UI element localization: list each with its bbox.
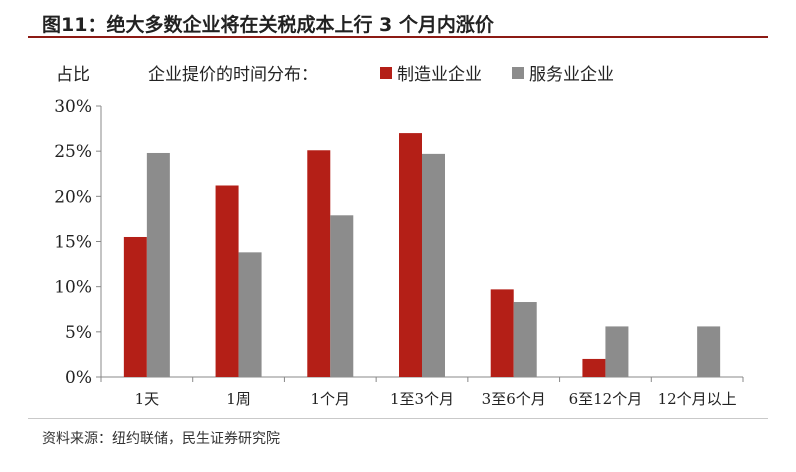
bar-manufacturing <box>582 358 606 377</box>
bar-services <box>697 326 721 377</box>
y-tick-label: 0% <box>65 368 92 388</box>
footer-divider <box>28 418 768 419</box>
bar-services <box>238 252 262 377</box>
legend-label-1: 服务业企业 <box>529 65 614 85</box>
legend-label-0: 制造业企业 <box>397 65 482 85</box>
x-tick-label: 1周 <box>226 390 251 408</box>
y-tick-label: 25% <box>54 142 92 162</box>
bar-manufacturing <box>490 289 514 377</box>
y-tick-label: 15% <box>54 233 92 253</box>
x-tick-label: 1个月 <box>311 390 351 408</box>
bar-manufacturing <box>123 236 147 377</box>
bar-services <box>605 326 629 377</box>
legend-title: 企业提价的时间分布： <box>148 65 318 85</box>
chart-title: 图11：绝大多数企业将在关税成本上行 3 个月内涨价 <box>42 14 494 36</box>
bar-manufacturing <box>307 150 331 377</box>
bars <box>123 133 721 377</box>
bar-services <box>330 215 354 377</box>
y-tick-label: 5% <box>65 323 92 343</box>
x-tick-label: 1至3个月 <box>390 390 454 408</box>
y-axis-label: 占比 <box>56 65 90 85</box>
y-tick-label: 30% <box>54 97 92 117</box>
x-tick-label: 6至12个月 <box>569 390 643 408</box>
legend-swatch-1 <box>512 67 524 79</box>
y-tick-label: 20% <box>54 187 92 207</box>
x-tick-label: 3至6个月 <box>482 390 546 408</box>
bar-manufacturing <box>399 133 422 377</box>
axes: 0% 5% 10% 15% 20% 25% 30% 1天 1周 1个月 1至3个月 3至6个月 6至12… <box>54 97 744 408</box>
bar-services <box>146 152 170 377</box>
source-note: 资料来源：纽约联储，民生证券研究院 <box>42 431 280 447</box>
y-tick-label: 10% <box>54 278 92 298</box>
title-bar: 图11：绝大多数企业将在关税成本上行 3 个月内涨价 <box>28 6 768 38</box>
legend: 制造业企业 服务业企业 <box>380 65 614 85</box>
bar-services <box>513 302 537 377</box>
bar-manufacturing <box>215 185 239 377</box>
x-tick-label: 12个月以上 <box>658 390 737 408</box>
legend-swatch-0 <box>380 67 392 79</box>
bar-chart: 占比 企业提价的时间分布： 制造业企业 服务业企业 0% 5% 10% 15% 20% 25… <box>54 65 744 408</box>
x-tick-label: 1天 <box>135 390 160 408</box>
bar-services <box>422 153 445 377</box>
